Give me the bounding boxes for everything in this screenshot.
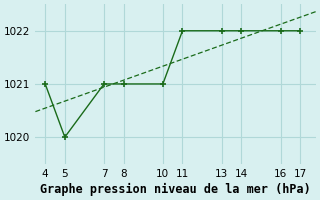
X-axis label: Graphe pression niveau de la mer (hPa): Graphe pression niveau de la mer (hPa) xyxy=(40,183,311,196)
